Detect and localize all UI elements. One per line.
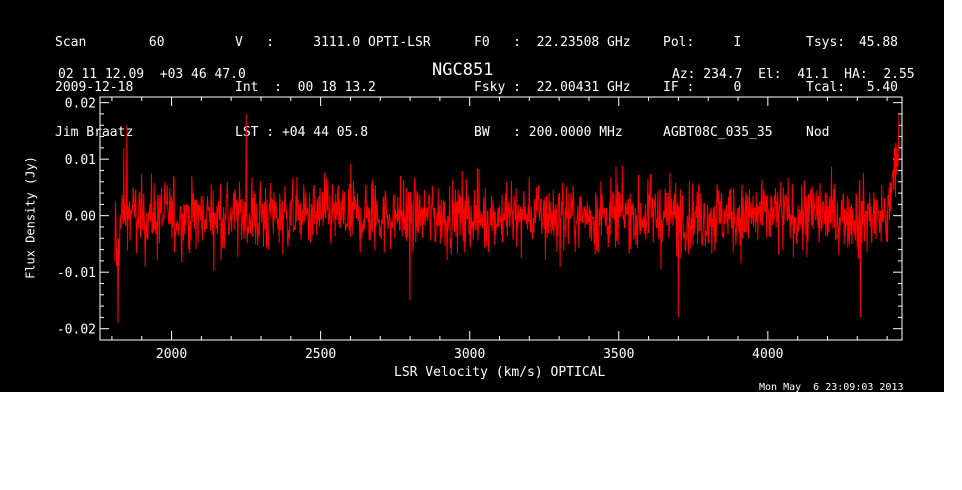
fsky-label: Fsky : 22.00431 GHz — [474, 80, 631, 95]
x-tick-label: 4000 — [752, 347, 783, 362]
tcal-label: Tcal: — [806, 80, 846, 95]
spectrum-trace — [114, 113, 900, 324]
velocity-label: V : 3111.0 OPTI-LSR — [235, 35, 431, 50]
bw-label: BW : 200.0000 MHz — [474, 125, 623, 140]
observer-label: Jim Braatz — [55, 125, 134, 140]
scan-label: Scan 60 — [55, 35, 165, 50]
y-tick-label: -0.01 — [57, 266, 96, 281]
lst-label: LST : +04 44 05.8 — [235, 125, 369, 140]
f0-label: F0 : 22.23508 GHz — [474, 35, 631, 50]
header-col5-values: 45.88 5.40 — [840, 5, 898, 125]
x-axis-label: LSR Velocity (km/s) OPTICAL — [394, 365, 606, 380]
date-label: 2009-12-18 — [55, 80, 134, 95]
header-col5-labels: Tsys: Tcal: Nod — [806, 5, 845, 170]
x-tick-label: 3500 — [603, 347, 634, 362]
footer-timestamp: Mon May 6 23:09:03 2013 — [759, 382, 904, 393]
chart-title: NGC851 — [432, 60, 494, 80]
x-tick-label: 2000 — [156, 347, 187, 362]
header-col1: Scan 60 2009-12-18 Jim Braatz — [55, 5, 165, 170]
x-tick-label: 2500 — [305, 347, 336, 362]
y-tick-label: 0.00 — [65, 210, 96, 225]
pol-label: Pol: I — [663, 35, 742, 50]
y-tick-label: 0.01 — [65, 153, 96, 168]
integration-label: Int : 00 18 13.2 — [235, 80, 376, 95]
tsys-value: 45.88 — [858, 35, 898, 50]
y-tick-label: 0.02 — [65, 97, 96, 112]
header-col4: Pol: I IF : 0 AGBT08C_035_35 — [663, 5, 773, 170]
az-el-ha: Az: 234.7 El: 41.1 HA: 2.55 — [672, 67, 915, 82]
project-label: AGBT08C_035_35 — [663, 125, 773, 140]
tsys-label: Tsys: — [806, 35, 846, 50]
if-label: IF : 0 — [663, 80, 742, 95]
header-col3: F0 : 22.23508 GHz Fsky : 22.00431 GHz BW… — [474, 5, 631, 170]
plot-frame — [99, 96, 903, 341]
header-col2: V : 3111.0 OPTI-LSR Int : 00 18 13.2 LST… — [235, 5, 431, 170]
procedure-label: Nod — [806, 125, 830, 140]
axis-ticks: 2000 2500 3000 3500 4000 -0.02 -0.01 0.00 0.01 0.… — [57, 97, 902, 362]
source-coords: 02 11 12.09 +03 46 47.0 — [58, 67, 246, 82]
y-tick-label: -0.02 — [57, 323, 96, 338]
tcal-value: 5.40 — [866, 80, 898, 95]
x-tick-label: 3000 — [454, 347, 485, 362]
